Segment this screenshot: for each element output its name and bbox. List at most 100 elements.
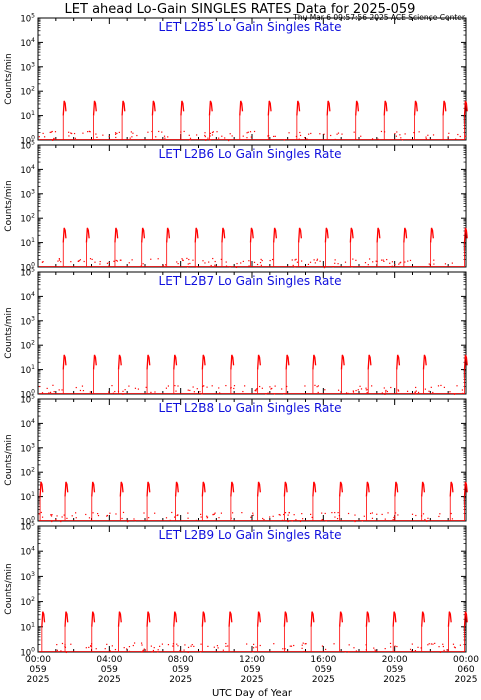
data-point	[352, 258, 354, 260]
spike-mark	[62, 354, 67, 370]
data-point	[89, 391, 91, 393]
x-tick-day: 059	[315, 665, 332, 675]
data-point	[284, 512, 287, 514]
data-point	[420, 647, 422, 649]
data-point	[167, 136, 169, 138]
data-point	[424, 518, 426, 521]
panel-title: LET L2B7 Lo Gain Singles Rate	[159, 274, 342, 288]
data-point	[385, 389, 387, 392]
data-point	[415, 393, 417, 395]
spike-mark	[463, 100, 468, 116]
spike-mark	[173, 354, 178, 370]
data-point	[189, 389, 191, 392]
data-point	[123, 647, 125, 649]
spike-mark	[267, 100, 272, 116]
data-point	[108, 135, 110, 138]
data-point	[319, 133, 321, 135]
data-point	[96, 136, 98, 138]
spike-mark	[296, 100, 301, 116]
data-point	[323, 133, 325, 135]
data-point	[449, 391, 451, 393]
data-point	[321, 518, 323, 521]
data-point	[384, 393, 386, 395]
data-point	[154, 512, 156, 514]
y-tick-label: 104	[20, 291, 35, 303]
data-point	[214, 512, 216, 514]
data-point	[132, 644, 134, 647]
data-point	[274, 385, 276, 387]
data-point	[393, 516, 395, 519]
data-point	[55, 518, 57, 521]
spike-mark	[201, 611, 206, 627]
spike-mark	[85, 227, 90, 243]
data-point	[271, 387, 273, 390]
y-tick-label: 101	[20, 621, 35, 633]
data-point	[219, 392, 221, 394]
data-point	[398, 263, 400, 265]
data-point	[218, 517, 220, 519]
data-point	[354, 514, 356, 516]
data-point	[153, 647, 155, 649]
data-point	[246, 643, 248, 645]
spike-mark	[339, 611, 344, 627]
panel-1: 100 101 102 103 104 105 Counts/min LET L2B5 Lo …	[4, 13, 468, 147]
data-point	[192, 259, 194, 261]
data-point	[173, 516, 176, 518]
data-point	[49, 131, 51, 134]
y-axis-label: Counts/min	[4, 307, 14, 358]
data-point	[56, 643, 58, 646]
data-point	[386, 390, 389, 393]
data-point	[225, 645, 227, 647]
y-tick-label: 100	[20, 647, 35, 659]
data-point	[114, 390, 116, 393]
data-point	[61, 516, 63, 518]
data-point	[140, 642, 143, 644]
x-tick-time: 08:00	[168, 655, 194, 665]
data-point	[154, 391, 156, 393]
data-point	[355, 650, 357, 652]
data-point	[70, 132, 72, 134]
data-point	[104, 648, 106, 650]
x-tick-year: 2025	[241, 675, 264, 685]
data-point	[176, 643, 178, 645]
data-point	[211, 131, 214, 134]
data-point	[68, 131, 70, 133]
data-point	[396, 645, 398, 648]
data-point	[209, 139, 211, 141]
data-point	[334, 262, 336, 264]
data-point	[371, 138, 374, 140]
data-point	[206, 386, 208, 388]
data-point	[380, 130, 383, 133]
data-point	[172, 643, 175, 645]
spike-mark	[41, 611, 46, 627]
data-point	[143, 512, 145, 514]
spike-mark	[422, 354, 427, 370]
spike-mark	[39, 481, 44, 497]
x-tick-year: 2025	[169, 675, 192, 685]
y-axis-label: Counts/min	[4, 434, 14, 485]
data-point	[304, 643, 306, 645]
data-point	[242, 135, 244, 137]
data-point	[259, 261, 262, 264]
data-point	[397, 389, 399, 391]
data-point	[371, 512, 373, 514]
data-point	[290, 645, 293, 647]
data-point	[397, 390, 400, 392]
y-tick-label: 105	[20, 521, 35, 533]
data-point	[409, 648, 412, 650]
data-point	[334, 259, 336, 261]
spike-mark	[394, 481, 399, 497]
data-point	[444, 263, 447, 265]
data-point	[392, 518, 394, 521]
data-point	[53, 137, 55, 140]
data-point	[422, 513, 425, 515]
data-point	[56, 649, 58, 651]
data-point	[371, 385, 373, 387]
x-tick-day: 059	[243, 665, 260, 675]
data-series	[39, 611, 468, 654]
data-point	[253, 643, 255, 645]
data-point	[461, 389, 464, 391]
data-point	[427, 517, 429, 519]
